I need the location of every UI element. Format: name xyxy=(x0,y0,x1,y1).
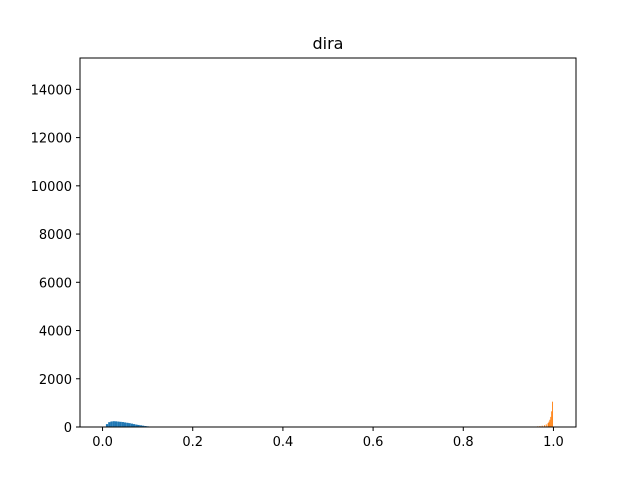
x-tick-label: 0.6 xyxy=(363,435,384,450)
x-tick-label: 0.2 xyxy=(182,435,203,450)
y-axis: 0 2000 4000 6000 8000 10000 12000 14000 xyxy=(31,83,80,436)
histogram-bar-series-1 xyxy=(142,425,145,427)
x-tick-label: 0.4 xyxy=(273,435,294,450)
histogram-bar-series-1 xyxy=(128,423,131,427)
histogram-bar-series-1 xyxy=(112,421,115,427)
histogram-bar-series-1 xyxy=(139,425,142,427)
x-tick-label: 1.0 xyxy=(543,435,564,450)
histogram-bar-series-1 xyxy=(117,421,120,427)
y-tick-label: 2000 xyxy=(39,373,72,388)
y-tick-label: 6000 xyxy=(39,276,72,291)
histogram-bar-series-1 xyxy=(114,421,118,427)
x-tick-label: 0.8 xyxy=(453,435,474,450)
histogram-bar-series-1 xyxy=(132,424,136,427)
histogram-bar-series-2 xyxy=(545,424,547,427)
histogram-bar-series-2 xyxy=(550,416,552,427)
y-tick-label: 12000 xyxy=(31,132,72,147)
chart-title: dira xyxy=(313,34,344,53)
histogram-bar-series-1 xyxy=(110,421,113,427)
histogram-bar-series-2 xyxy=(541,425,543,427)
histogram-bar-series-1 xyxy=(137,424,140,427)
histogram-bar-series-2 xyxy=(548,421,550,427)
y-tick-label: 8000 xyxy=(39,228,72,243)
bars-group xyxy=(103,401,554,427)
histogram-bar-series-1 xyxy=(135,424,138,427)
histogram-bar-series-1 xyxy=(123,422,127,427)
histogram-bar-series-1 xyxy=(108,422,111,427)
histogram-bar-series-1 xyxy=(126,422,129,427)
plot-frame xyxy=(79,57,577,428)
histogram-bar-series-2 xyxy=(551,411,553,427)
x-tick-label: 0.0 xyxy=(92,435,113,450)
y-tick-label: 14000 xyxy=(31,83,72,98)
histogram-bar-series-2 xyxy=(552,401,554,427)
x-axis: 0.0 0.2 0.4 0.6 0.8 1.0 xyxy=(92,427,564,450)
y-tick-label: 4000 xyxy=(39,325,72,340)
histogram-bar-series-1 xyxy=(130,423,133,427)
histogram-bar-series-2 xyxy=(549,419,551,427)
histogram-bar-series-1 xyxy=(121,422,124,427)
y-tick-label: 0 xyxy=(64,421,72,436)
y-tick-label: 10000 xyxy=(31,180,72,195)
histogram-bar-series-2 xyxy=(543,425,545,427)
histogram-bar-series-1 xyxy=(119,421,122,427)
histogram-bar-series-2 xyxy=(547,423,549,427)
histogram-bar-series-1 xyxy=(105,424,109,427)
